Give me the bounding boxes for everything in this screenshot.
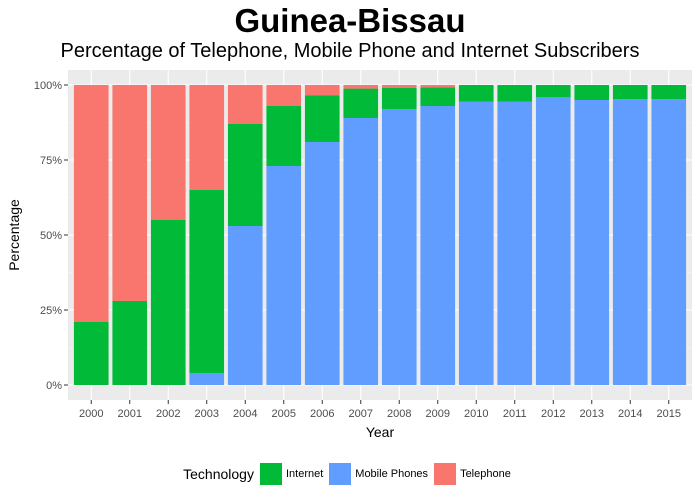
bar-internet-2003 [189, 190, 225, 373]
x-tick-label: 2001 [118, 408, 142, 420]
bar-mobile-phones-2007 [343, 118, 379, 385]
bar-telephone-2001 [112, 85, 148, 301]
chart-subtitle: Percentage of Telephone, Mobile Phone an… [60, 40, 640, 62]
x-tick-label: 2002 [156, 408, 180, 420]
legend-item-internet: Internet [259, 463, 324, 485]
y-tick-label: 50% [40, 230, 62, 242]
bar-telephone-2009 [420, 85, 456, 88]
bar-internet-2014 [612, 85, 648, 100]
legend: Technology Internet Mobile Phones Teleph… [0, 459, 700, 489]
bar-mobile-phones-2005 [266, 166, 302, 385]
bar-mobile-phones-2014 [612, 99, 648, 385]
legend-label-mobile-phones: Mobile Phones [355, 468, 429, 480]
x-tick-label: 2007 [349, 408, 373, 420]
bar-mobile-phones-2003 [189, 373, 225, 385]
x-tick-label: 2011 [503, 408, 527, 420]
x-tick-label: 2005 [272, 408, 296, 420]
y-tick-label: 0% [46, 380, 62, 392]
y-axis-title: Percentage [6, 199, 22, 271]
legend-item-telephone: Telephone [434, 463, 511, 485]
x-tick-label: 2004 [233, 408, 257, 420]
x-tick-label: 2012 [541, 408, 565, 420]
bar-telephone-2002 [150, 85, 186, 220]
bar-internet-2000 [73, 322, 109, 385]
legend-key-internet [259, 463, 282, 485]
bar-mobile-phones-2004 [227, 226, 263, 385]
bar-telephone-2006 [304, 85, 340, 96]
x-tick-label: 2003 [195, 408, 219, 420]
bar-internet-2009 [420, 87, 456, 106]
bar-telephone-2008 [381, 85, 417, 88]
bar-internet-2005 [266, 106, 302, 166]
bar-mobile-phones-2013 [574, 100, 610, 385]
y-tick-label: 25% [40, 305, 62, 317]
x-tick-label: 2006 [310, 408, 334, 420]
x-tick-label: 2010 [464, 408, 488, 420]
x-tick-label: 2014 [618, 408, 642, 420]
x-tick-label: 2015 [657, 408, 681, 420]
bar-mobile-phones-2009 [420, 106, 456, 385]
bar-internet-2013 [574, 85, 610, 100]
x-tick-label: 2009 [426, 408, 450, 420]
bar-internet-2002 [150, 220, 186, 385]
y-tick-label: 100% [34, 80, 62, 92]
bar-telephone-2005 [266, 85, 302, 106]
x-tick-label: 2008 [387, 408, 411, 420]
legend-label-telephone: Telephone [460, 468, 511, 480]
chart-title: Guinea-Bissau [234, 2, 466, 39]
legend-label-internet: Internet [285, 468, 324, 480]
bar-telephone-2007 [343, 85, 379, 89]
bar-internet-2007 [343, 88, 379, 118]
bar-mobile-phones-2015 [651, 99, 687, 385]
bar-telephone-2004 [227, 85, 263, 124]
legend-key-telephone [434, 463, 457, 485]
bar-internet-2001 [112, 301, 148, 385]
bar-internet-2004 [227, 124, 263, 226]
bar-internet-2008 [381, 88, 417, 109]
bar-internet-2015 [651, 85, 687, 100]
x-tick-label: 2000 [79, 408, 103, 420]
bar-telephone-2000 [73, 85, 109, 322]
legend-title: Technology [183, 466, 254, 482]
bar-telephone-2003 [189, 85, 225, 190]
bar-internet-2012 [535, 85, 571, 97]
bar-internet-2010 [458, 85, 494, 102]
y-tick-label: 75% [40, 155, 62, 167]
legend-item-mobile-phones: Mobile Phones [329, 463, 428, 485]
bar-mobile-phones-2010 [458, 101, 494, 385]
bar-mobile-phones-2008 [381, 109, 417, 385]
legend-key-mobile-phones [329, 463, 352, 485]
bar-internet-2011 [497, 85, 533, 102]
x-tick-label: 2013 [580, 408, 604, 420]
bar-internet-2006 [304, 95, 340, 142]
bar-mobile-phones-2006 [304, 142, 340, 385]
bar-mobile-phones-2012 [535, 97, 571, 385]
bar-mobile-phones-2011 [497, 101, 533, 385]
x-axis-title: Year [366, 424, 395, 440]
